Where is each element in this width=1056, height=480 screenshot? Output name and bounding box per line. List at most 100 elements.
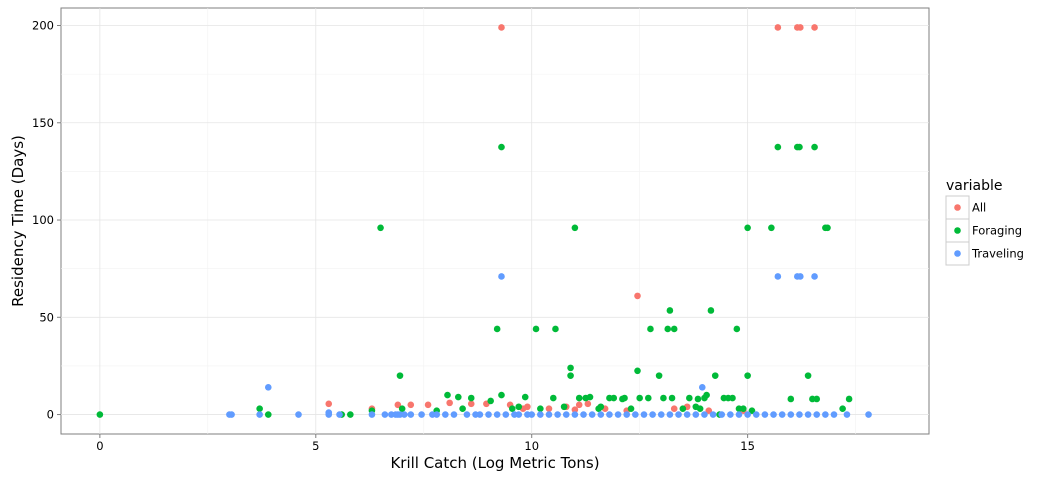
data-point <box>567 372 574 379</box>
data-point <box>774 143 782 151</box>
data-point <box>407 411 415 418</box>
data-point <box>623 411 631 418</box>
data-point <box>575 401 583 409</box>
data-point <box>394 401 402 409</box>
data-point <box>679 405 687 413</box>
data-point <box>597 411 605 418</box>
data-point <box>545 411 553 418</box>
data-point <box>463 411 471 418</box>
data-point <box>398 405 406 413</box>
data-point <box>467 400 475 408</box>
data-point <box>442 411 449 418</box>
data-point <box>424 401 432 409</box>
x-tick-label: 5 <box>312 439 319 453</box>
data-point <box>485 411 492 418</box>
data-point <box>552 325 559 333</box>
data-point <box>325 400 333 408</box>
data-point <box>586 393 594 401</box>
data-point <box>744 411 751 418</box>
x-tick-label: 0 <box>96 439 103 453</box>
data-point <box>264 411 272 418</box>
data-point <box>401 411 408 418</box>
data-point <box>502 411 510 418</box>
data-point <box>595 405 602 413</box>
data-point <box>606 411 613 418</box>
data-point <box>459 405 466 413</box>
data-point <box>571 411 579 418</box>
legend-swatch <box>954 250 961 257</box>
data-point <box>636 394 643 402</box>
data-point <box>787 411 795 418</box>
series-traveling <box>226 273 872 418</box>
data-point <box>752 411 760 418</box>
data-points <box>96 24 872 418</box>
data-point <box>632 411 639 418</box>
data-point <box>584 400 592 408</box>
data-point <box>256 405 263 413</box>
data-point <box>487 397 494 405</box>
data-point <box>532 325 540 333</box>
data-point <box>381 411 389 418</box>
data-point <box>683 411 691 418</box>
data-point <box>796 143 803 151</box>
data-point <box>498 391 505 399</box>
data-point <box>571 224 579 232</box>
data-point <box>368 411 376 418</box>
data-point <box>694 395 702 403</box>
data-point <box>729 394 736 402</box>
y-tick-label: 0 <box>47 408 54 422</box>
data-point <box>830 411 838 418</box>
data-point <box>396 372 404 379</box>
data-point <box>666 411 674 418</box>
data-point <box>744 372 751 379</box>
data-point <box>634 292 641 300</box>
y-tick-label: 200 <box>32 19 54 33</box>
data-point <box>822 411 829 418</box>
data-point <box>418 411 425 418</box>
data-point <box>228 411 235 418</box>
data-point <box>824 224 831 232</box>
data-point <box>811 143 818 151</box>
data-point <box>740 405 747 413</box>
data-point <box>336 411 343 418</box>
data-point <box>562 411 570 418</box>
data-point <box>407 401 415 409</box>
data-point <box>476 411 484 418</box>
data-point <box>796 411 803 418</box>
data-point <box>325 409 333 416</box>
data-point <box>377 224 384 232</box>
data-point <box>575 394 583 402</box>
data-point <box>627 405 635 413</box>
data-point <box>768 224 775 232</box>
data-point <box>718 411 726 418</box>
data-point <box>675 411 682 418</box>
data-point <box>498 143 505 151</box>
data-point <box>433 411 441 418</box>
data-point <box>705 407 713 414</box>
data-point <box>696 405 704 413</box>
data-point <box>804 411 812 418</box>
x-tick-labels: 0 5 10 15 <box>96 434 755 453</box>
data-point <box>733 325 741 333</box>
data-point <box>698 384 706 391</box>
y-tick-label: 100 <box>32 213 54 227</box>
x-tick-label: 15 <box>740 439 755 453</box>
panel-background <box>60 7 930 435</box>
data-point <box>686 394 693 402</box>
data-point <box>450 411 458 418</box>
data-point <box>666 307 674 314</box>
data-point <box>647 325 654 333</box>
data-point <box>804 372 812 379</box>
data-point <box>640 411 648 418</box>
data-point <box>264 384 272 391</box>
data-point <box>813 395 821 403</box>
data-point <box>787 395 795 403</box>
data-point <box>515 411 523 418</box>
data-point <box>554 411 561 418</box>
data-point <box>709 411 717 418</box>
data-point <box>660 394 667 402</box>
data-point <box>96 411 104 418</box>
data-point <box>748 407 756 414</box>
data-point <box>701 411 708 418</box>
data-point <box>614 411 622 418</box>
